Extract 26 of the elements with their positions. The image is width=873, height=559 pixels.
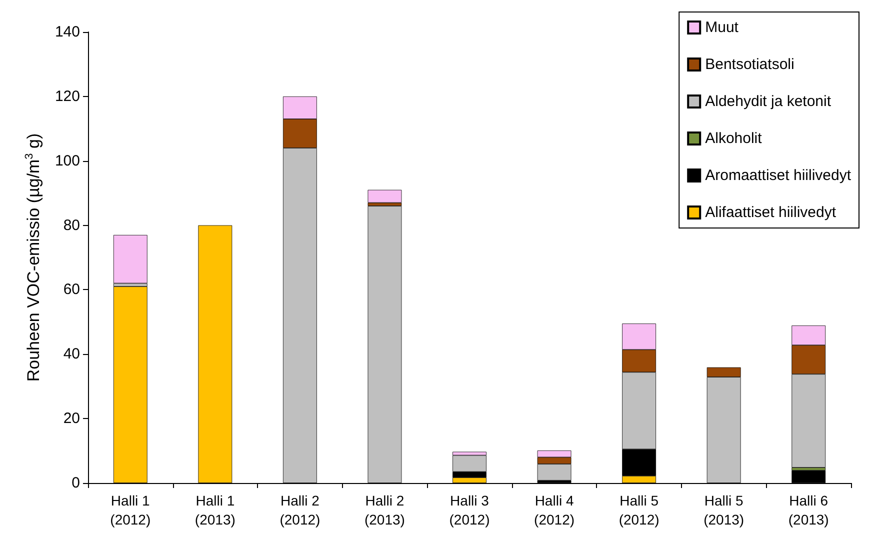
x-tick-label: Halli 5 (2013) bbox=[704, 492, 744, 528]
bar bbox=[368, 190, 402, 203]
legend-label: Aldehydit ja ketonit bbox=[705, 93, 832, 110]
y-tick-label: 20 bbox=[63, 410, 80, 428]
x-tick-label: Halli 6 (2013) bbox=[788, 492, 829, 528]
x-tick-label: Halli 5 (2012) bbox=[618, 492, 660, 528]
x-tick-label: Halli 1 (2013) bbox=[194, 492, 236, 528]
legend-label: Bentsotiatsoli bbox=[705, 56, 794, 73]
y-axis-title: Rouheen VOC-emissio (µg/m3 g) bbox=[24, 133, 43, 382]
x-tick-label: Halli 4 (2012) bbox=[534, 492, 575, 528]
y-tick-label: 0 bbox=[72, 474, 80, 492]
legend-label: Alkoholit bbox=[705, 130, 763, 147]
y-tick-label: 60 bbox=[63, 281, 80, 298]
x-tick-label: Halli 2 (2012) bbox=[280, 492, 320, 528]
y-tick-label: 120 bbox=[54, 88, 80, 105]
x-tick-label: Halli 2 (2013) bbox=[364, 492, 405, 528]
x-tick-label: Halli 1 (2012) bbox=[110, 492, 151, 528]
legend-label: Aromaattiset hiilivedyt bbox=[705, 167, 852, 184]
y-tick-label: 140 bbox=[54, 24, 80, 40]
y-tick-label: 40 bbox=[63, 346, 80, 363]
y-tick-label: 100 bbox=[54, 152, 80, 170]
y-tick-label: 80 bbox=[63, 216, 80, 234]
x-tick-label: Halli 3 (2012) bbox=[449, 492, 490, 528]
legend-label: Alifaattiset hiilivedyt bbox=[705, 204, 837, 221]
legend-label: Muut bbox=[705, 19, 740, 36]
bar bbox=[113, 234, 148, 284]
